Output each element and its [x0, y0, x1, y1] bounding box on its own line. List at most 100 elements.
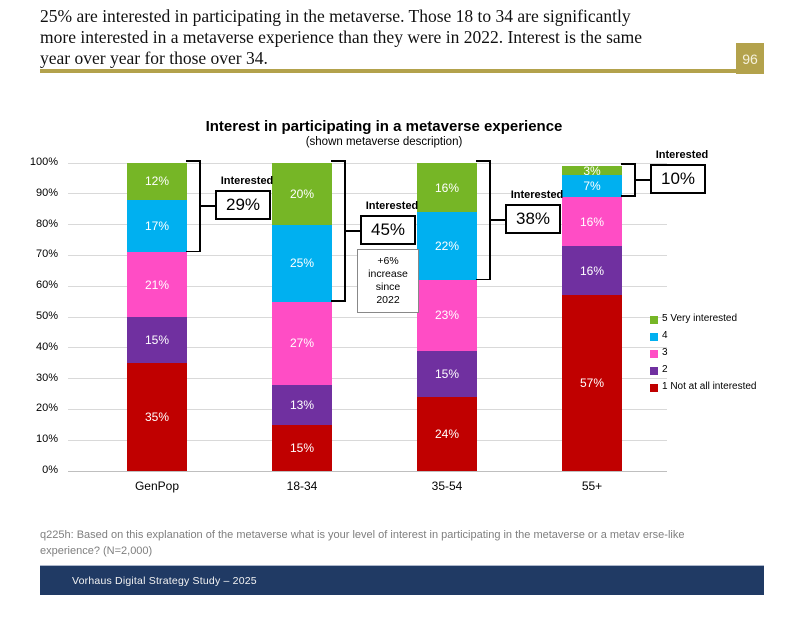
callout-connector: [344, 230, 360, 232]
bar-segment: [562, 166, 622, 176]
y-axis-label: 10%: [35, 433, 58, 446]
legend-swatch: [650, 316, 658, 324]
y-axis-label: 30%: [35, 371, 58, 384]
interested-value-box: 38%: [505, 204, 562, 235]
increase-note-line: since: [375, 280, 401, 293]
bar-segment: [417, 163, 477, 213]
header-line-2: more interested in a metaverse experienc…: [40, 27, 643, 47]
callout-connector: [489, 219, 505, 221]
y-axis-label: 40%: [35, 340, 58, 353]
bracket-cap: [476, 160, 489, 162]
y-axis-label: 0%: [42, 464, 58, 476]
bar-segment-label: 57%: [579, 376, 605, 391]
bar-segment-label: 16%: [434, 180, 460, 195]
bar-segment: [562, 175, 622, 197]
legend-swatch: [650, 384, 658, 392]
bar-segment: [417, 397, 477, 471]
bar-segment: [562, 295, 622, 471]
footer-text: Vorhaus Digital Strategy Study – 2025: [72, 574, 257, 587]
bar-segment-label: 13%: [289, 397, 315, 412]
bracket-cap: [476, 278, 489, 281]
bar-segment: [272, 163, 332, 225]
bar-segment-label: 23%: [434, 308, 460, 323]
bar-segment: [272, 384, 332, 425]
gridline: [68, 378, 667, 380]
increase-note-line: +6%: [377, 254, 399, 267]
bar-segment-label: 35%: [144, 410, 170, 425]
bar-segment-label: 15%: [289, 440, 315, 455]
bar-segment: [562, 196, 622, 247]
bar-segment-label: 15%: [434, 366, 460, 381]
header-line-1: 25% are interested in participating in t…: [40, 6, 631, 26]
bracket-cap: [621, 163, 634, 165]
interested-value-box: 29%: [215, 190, 272, 221]
legend-label: 2: [662, 364, 668, 375]
footnote: q225h: Based on this explanation of the …: [40, 528, 785, 559]
chart-subtitle: (shown metaverse description): [305, 136, 463, 148]
gridline: [68, 470, 667, 472]
gridline: [68, 162, 667, 164]
y-axis-label: 100%: [29, 156, 58, 168]
bar-segment: [417, 350, 477, 398]
interested-label: Interested: [220, 175, 274, 188]
legend-label: 1 Not at all interested: [662, 381, 757, 392]
bar-segment-label: 17%: [144, 219, 170, 234]
legend-label: 3: [662, 347, 668, 358]
gridline: [68, 347, 667, 349]
divider-rule: [40, 69, 764, 73]
bar-segment: [127, 199, 187, 253]
y-axis-label: 80%: [35, 217, 58, 230]
bar-segment-label: 25%: [289, 256, 315, 271]
bar-segment-label: 22%: [434, 239, 460, 254]
bar-segment: [272, 301, 332, 385]
bar-segment: [272, 224, 332, 302]
header-summary: 25% are interested in participating in t…: [40, 6, 750, 69]
bracket-cap: [331, 300, 344, 302]
bar-segment: [562, 246, 622, 296]
bar-segment-label: 27%: [289, 336, 315, 351]
bracket-cap: [621, 195, 634, 197]
footnote-line-2: experience? (N=2,000): [40, 544, 153, 557]
bar-segment-label: 16%: [579, 263, 605, 278]
x-axis-label: 18-34: [286, 479, 318, 493]
bar-segment-label: 16%: [579, 214, 605, 229]
interested-value-box: 45%: [360, 214, 417, 245]
page-number-badge: 96: [736, 43, 764, 74]
y-axis-label: 50%: [35, 310, 58, 322]
x-axis-label: 55+: [581, 479, 603, 493]
bar-segment-label: 3%: [583, 163, 601, 178]
y-axis-label: 90%: [35, 186, 58, 199]
increase-note-line: increase: [368, 267, 408, 280]
interested-label: Interested: [365, 199, 419, 212]
bar-segment-label: 15%: [144, 333, 170, 348]
bar-segment: [272, 424, 332, 471]
y-axis-label: 20%: [35, 402, 58, 415]
increase-note-line: 2022: [376, 293, 400, 306]
legend-label: 5 Very interested: [662, 313, 738, 324]
bar-segment-label: 7%: [583, 179, 601, 194]
callout-connector: [199, 205, 215, 207]
footer-bar: Vorhaus Digital Strategy Study – 2025: [40, 565, 764, 595]
callout-connector: [634, 179, 650, 181]
header-line-3: year over year for those over 34.: [40, 48, 268, 68]
gridline: [68, 316, 667, 318]
y-axis-label: 60%: [35, 279, 58, 292]
legend-swatch: [650, 350, 658, 358]
x-axis-label: GenPop: [134, 479, 180, 493]
bar-segment-label: 20%: [289, 186, 315, 201]
chart-title: Interest in participating in a metaverse…: [205, 118, 563, 135]
bar-segment: [417, 280, 477, 351]
gridline: [68, 439, 667, 441]
legend-swatch: [650, 333, 658, 341]
footnote-line-1: q225h: Based on this explanation of the …: [40, 529, 685, 541]
x-axis-label: 35-54: [431, 479, 463, 493]
bar-segment-label: 21%: [144, 277, 170, 292]
chart: Interest in participating in a metaverse…: [0, 110, 800, 520]
bar-segment-label: 24%: [434, 427, 460, 442]
legend-label: 4: [662, 330, 668, 341]
bar-segment: [127, 363, 187, 471]
bar-segment: [127, 163, 187, 200]
bar-segment-label: 12%: [144, 174, 170, 189]
gridline: [68, 193, 667, 195]
